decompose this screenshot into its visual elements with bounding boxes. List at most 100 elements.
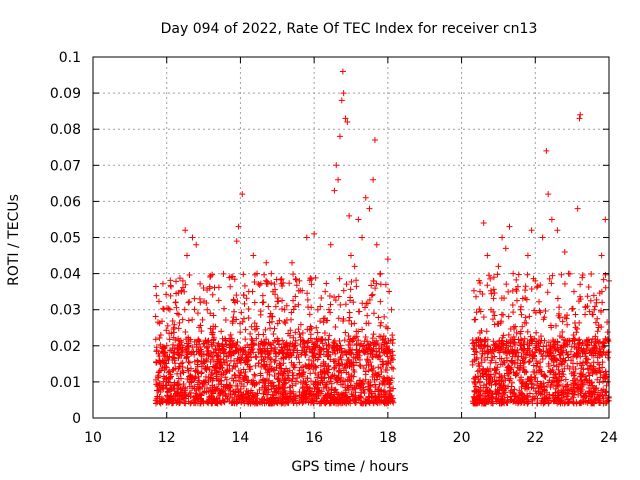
data-point bbox=[317, 346, 324, 353]
data-point bbox=[526, 313, 533, 320]
data-point bbox=[586, 308, 593, 315]
data-point bbox=[342, 400, 349, 407]
data-point bbox=[345, 356, 352, 363]
data-point bbox=[521, 341, 528, 348]
data-point bbox=[178, 360, 185, 367]
data-point bbox=[327, 356, 334, 363]
data-point bbox=[597, 374, 604, 381]
data-point bbox=[485, 272, 492, 279]
data-point bbox=[357, 363, 364, 370]
data-point bbox=[344, 118, 351, 125]
y-tick-label: 0.04 bbox=[50, 267, 81, 283]
data-point bbox=[320, 319, 327, 326]
data-point bbox=[230, 349, 237, 356]
data-point bbox=[301, 348, 308, 355]
data-point bbox=[571, 370, 578, 377]
data-point bbox=[336, 362, 343, 369]
data-point bbox=[310, 366, 317, 373]
data-point bbox=[190, 394, 197, 401]
data-point bbox=[514, 400, 521, 407]
data-point bbox=[279, 347, 286, 354]
data-point bbox=[383, 340, 390, 347]
data-point bbox=[356, 380, 363, 387]
data-point bbox=[594, 328, 601, 335]
y-tick-label: 0.08 bbox=[50, 122, 81, 138]
data-point bbox=[570, 288, 577, 295]
data-point bbox=[314, 398, 321, 405]
data-point bbox=[180, 396, 187, 403]
data-point bbox=[230, 296, 237, 303]
data-point bbox=[471, 316, 478, 323]
data-point bbox=[175, 394, 182, 401]
data-point bbox=[157, 361, 164, 368]
data-point bbox=[304, 290, 311, 297]
data-point bbox=[241, 400, 248, 407]
data-point bbox=[499, 340, 506, 347]
data-point bbox=[359, 234, 366, 241]
data-point bbox=[571, 351, 578, 358]
data-point bbox=[277, 385, 284, 392]
data-point bbox=[505, 288, 512, 295]
data-point bbox=[491, 290, 498, 297]
data-point bbox=[274, 320, 281, 327]
data-point bbox=[373, 371, 380, 378]
data-point bbox=[232, 372, 239, 379]
data-point bbox=[385, 357, 392, 364]
data-point bbox=[195, 373, 202, 380]
data-point bbox=[384, 367, 391, 374]
data-point bbox=[541, 337, 548, 344]
data-point bbox=[239, 351, 246, 358]
data-point bbox=[179, 316, 186, 323]
data-point bbox=[355, 337, 362, 344]
data-point bbox=[490, 286, 497, 293]
data-point bbox=[524, 252, 531, 259]
data-point bbox=[363, 300, 370, 307]
data-point bbox=[320, 367, 327, 374]
data-point bbox=[313, 392, 320, 399]
data-point bbox=[256, 386, 263, 393]
data-point bbox=[307, 275, 314, 282]
data-point bbox=[282, 353, 289, 360]
data-point bbox=[248, 354, 255, 361]
data-point bbox=[304, 296, 311, 303]
data-point bbox=[207, 272, 214, 279]
data-point bbox=[299, 391, 306, 398]
data-point bbox=[275, 382, 282, 389]
data-point bbox=[341, 337, 348, 344]
data-point bbox=[323, 383, 330, 390]
data-point bbox=[167, 277, 174, 284]
data-point bbox=[509, 379, 516, 386]
data-point bbox=[165, 305, 172, 312]
data-point bbox=[594, 376, 601, 383]
data-point bbox=[475, 360, 482, 367]
data-point bbox=[306, 311, 313, 318]
data-point bbox=[176, 337, 183, 344]
data-point bbox=[164, 322, 171, 329]
data-point bbox=[274, 298, 281, 305]
data-point bbox=[253, 335, 260, 342]
data-point bbox=[182, 392, 189, 399]
data-point bbox=[360, 384, 367, 391]
data-point bbox=[364, 356, 371, 363]
data-point bbox=[304, 375, 311, 382]
data-point bbox=[568, 357, 575, 364]
data-point bbox=[209, 369, 216, 376]
data-point bbox=[185, 358, 192, 365]
data-point bbox=[386, 288, 393, 295]
data-point bbox=[213, 385, 220, 392]
data-point bbox=[200, 285, 207, 292]
data-point bbox=[260, 379, 267, 386]
data-point bbox=[182, 400, 189, 407]
data-point bbox=[175, 325, 182, 332]
data-point bbox=[220, 383, 227, 390]
data-point bbox=[547, 342, 554, 349]
data-point bbox=[250, 342, 257, 349]
data-point bbox=[536, 336, 543, 343]
data-point bbox=[231, 276, 238, 283]
data-point bbox=[307, 370, 314, 377]
data-point bbox=[589, 335, 596, 342]
data-point bbox=[152, 283, 159, 290]
data-point bbox=[307, 323, 314, 330]
data-point bbox=[291, 343, 298, 350]
data-point bbox=[250, 252, 257, 259]
